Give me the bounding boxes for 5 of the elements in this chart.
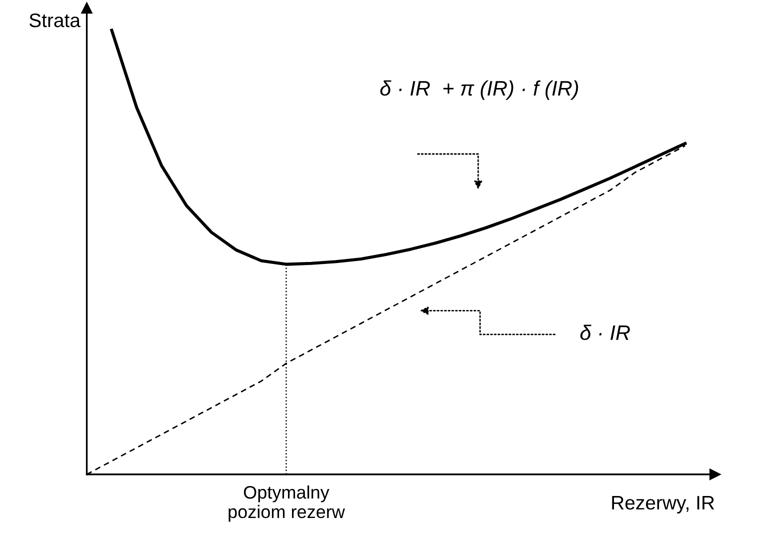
y-axis-title: Strata	[30, 13, 81, 28]
x-axis-title: Rezerwy, IR	[612, 496, 714, 514]
annotation: δ · IR	[580, 324, 630, 340]
annotation: δ · IR + π (IR) · f (IR)	[380, 80, 578, 100]
text: Optymalny poziom rezerw	[228, 485, 345, 522]
